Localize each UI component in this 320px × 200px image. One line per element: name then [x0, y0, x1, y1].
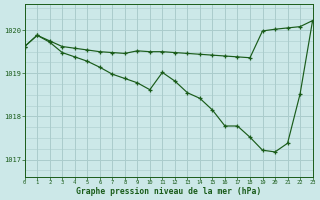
X-axis label: Graphe pression niveau de la mer (hPa): Graphe pression niveau de la mer (hPa) — [76, 187, 261, 196]
